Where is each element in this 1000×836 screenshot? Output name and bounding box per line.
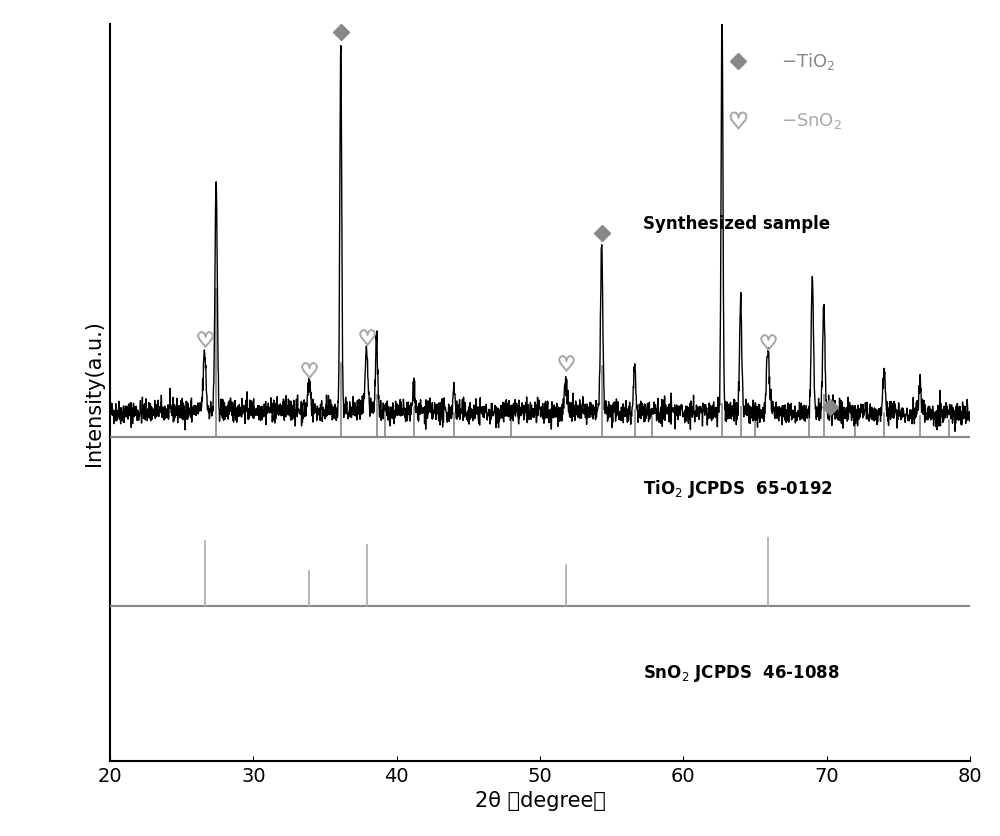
Text: TiO$_2$ JCPDS  65-0192: TiO$_2$ JCPDS 65-0192 — [643, 477, 833, 500]
Text: $-$SnO$_2$: $-$SnO$_2$ — [781, 110, 842, 130]
X-axis label: 2θ （degree）: 2θ （degree） — [475, 790, 605, 810]
Text: Synthesized sample: Synthesized sample — [643, 215, 830, 232]
Y-axis label: Intensity(a.u.): Intensity(a.u.) — [84, 320, 104, 466]
Text: SnO$_2$ JCPDS  46-1088: SnO$_2$ JCPDS 46-1088 — [643, 662, 840, 683]
Text: $-$TiO$_2$: $-$TiO$_2$ — [781, 51, 835, 73]
